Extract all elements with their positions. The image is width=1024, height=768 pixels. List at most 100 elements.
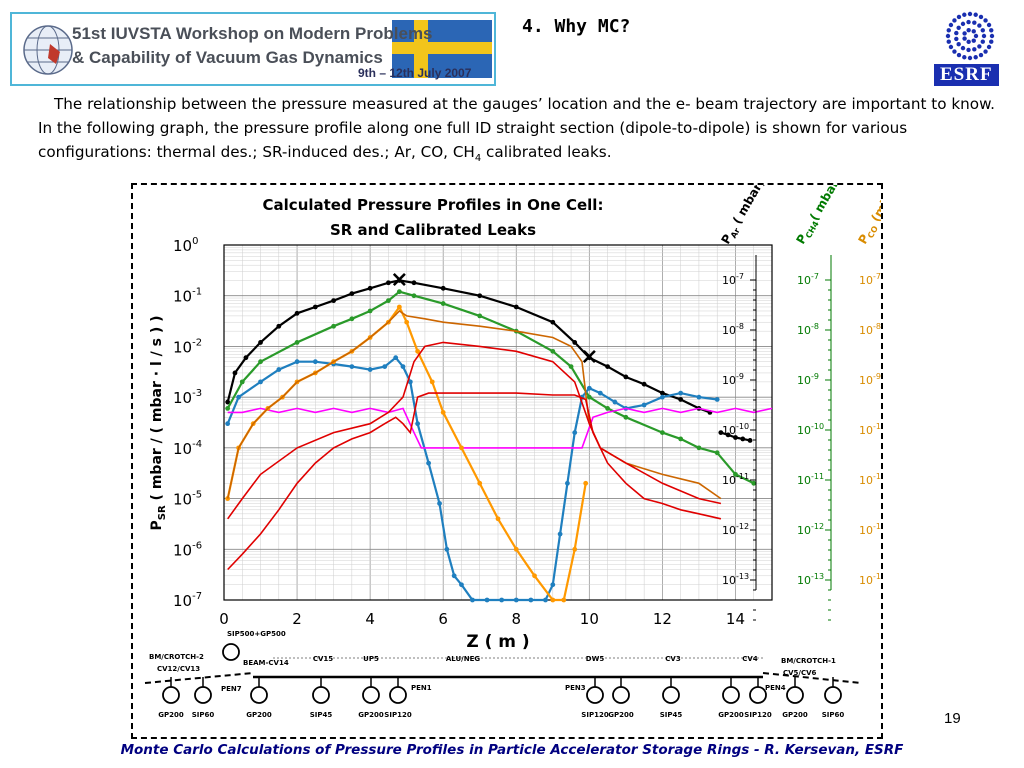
- data-point: [367, 308, 373, 314]
- y-tick-label: 10-3: [173, 388, 202, 407]
- data-point: [550, 597, 556, 603]
- data-point: [382, 364, 388, 370]
- globe-logo-icon: [23, 25, 73, 75]
- data-point: [597, 390, 603, 396]
- pump-label: GP200: [158, 711, 184, 719]
- esrf-dot: [954, 30, 959, 36]
- pump-symbol: [362, 686, 380, 704]
- right-axis-tick-label: 10-8: [722, 322, 744, 337]
- pump-label: SIP120: [581, 711, 609, 719]
- data-point: [714, 397, 720, 402]
- data-point: [440, 285, 446, 291]
- data-point: [565, 480, 570, 486]
- data-point: [312, 359, 318, 365]
- data-point: [612, 399, 618, 405]
- data-point: [678, 390, 684, 396]
- series-layer: [225, 278, 773, 603]
- x-tick-label: 6: [438, 610, 448, 628]
- right-axis-tick-label: 10-9: [859, 372, 881, 387]
- peak-marker: ×: [580, 345, 598, 370]
- beamline-section-label: DW5: [586, 655, 605, 663]
- pump-label: SIP120: [744, 711, 772, 719]
- data-point: [586, 394, 592, 400]
- right-axis-tick-label: 10-9: [797, 372, 819, 387]
- data-point: [440, 301, 446, 306]
- esrf-dot: [966, 47, 971, 53]
- esrf-dot: [967, 11, 973, 17]
- data-point: [513, 597, 519, 603]
- data-point: [294, 310, 300, 316]
- data-point: [477, 293, 483, 299]
- right-axis-tick-label: 10-8: [797, 322, 819, 337]
- esrf-logo-icon: [945, 11, 995, 61]
- data-point: [660, 430, 665, 435]
- esrf-dot: [983, 18, 988, 23]
- pump-label: GP200: [246, 711, 272, 719]
- esrf-dot: [954, 36, 959, 42]
- right-axis-tick-label: 10-13: [859, 572, 881, 587]
- data-point: [393, 355, 399, 361]
- workshop-banner: [10, 12, 496, 86]
- pump-label: SIP45: [660, 711, 683, 719]
- esrf-dot: [945, 33, 951, 39]
- esrf-dot: [986, 44, 992, 50]
- pump-label: SIP60: [192, 711, 215, 719]
- pressure-profile-chart: Calculated Pressure Profiles in One Cell…: [144, 185, 881, 719]
- data-point: [532, 573, 537, 579]
- beamline-label: BEAM-CV14: [243, 659, 289, 667]
- esrf-dot: [962, 36, 967, 41]
- data-point: [349, 291, 355, 297]
- beamline-label: BM/CROTCH-2: [149, 653, 204, 661]
- beamline-label: PEN1: [411, 684, 432, 692]
- right-axis-tick-label: 10-10: [797, 422, 824, 437]
- data-point: [459, 582, 464, 588]
- intro-text-part2: calibrated leaks.: [481, 143, 612, 161]
- esrf-dot: [967, 55, 973, 61]
- intro-subscript: 4: [474, 153, 482, 165]
- right-axis-tick-label: 10-12: [722, 522, 749, 537]
- intro-paragraph: The relationship between the pressure me…: [38, 92, 998, 171]
- pump-label: SIP120: [384, 711, 412, 719]
- pump-label: GP200: [782, 711, 808, 719]
- data-point: [561, 597, 567, 603]
- x-tick-label: 4: [365, 610, 375, 628]
- esrf-dot: [972, 20, 977, 25]
- esrf-dot: [952, 49, 957, 54]
- data-point: [583, 480, 589, 486]
- data-point: [718, 430, 724, 435]
- x-axis-label: Z ( m ): [466, 632, 529, 652]
- beamline-dashed-end: [762, 672, 862, 684]
- data-point: [367, 285, 373, 291]
- data-point: [696, 445, 702, 451]
- esrf-dot: [971, 38, 976, 43]
- data-point: [451, 573, 457, 579]
- beamline-label: CV12/CV13: [157, 665, 200, 673]
- esrf-dot: [980, 28, 985, 33]
- data-point: [276, 367, 282, 372]
- data-point: [477, 313, 483, 319]
- esrf-dot: [956, 14, 962, 20]
- data-point: [751, 480, 757, 486]
- data-point: [400, 364, 406, 370]
- beamline-label: CV5/CV6: [783, 669, 817, 677]
- chart-grid: [223, 244, 773, 601]
- data-point: [396, 278, 402, 283]
- data-point: [407, 379, 413, 385]
- data-point: [415, 348, 421, 354]
- data-point: [437, 501, 442, 506]
- beamline-label: PEN3: [565, 684, 586, 692]
- right-axis-label: PAr ( mbar): [718, 185, 769, 248]
- right-axis: PAr ( mbar) 10-7 10-8 10-9 10-10 10-11 10-12 10…: [718, 185, 769, 621]
- esrf-dot: [989, 33, 995, 39]
- right-axis-tick-label: 10-12: [797, 522, 824, 537]
- data-point: [396, 289, 402, 295]
- esrf-dot: [956, 25, 961, 30]
- data-point: [243, 355, 249, 361]
- data-point: [396, 304, 402, 310]
- esrf-dot: [989, 28, 994, 33]
- esrf-dot: [956, 52, 962, 58]
- esrf-dot: [960, 21, 966, 27]
- data-point: [572, 340, 578, 345]
- data-point: [312, 304, 318, 310]
- pump-symbol: [389, 686, 407, 704]
